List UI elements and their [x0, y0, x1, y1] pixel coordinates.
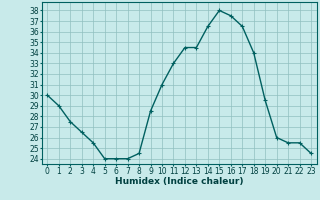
X-axis label: Humidex (Indice chaleur): Humidex (Indice chaleur)	[115, 177, 244, 186]
